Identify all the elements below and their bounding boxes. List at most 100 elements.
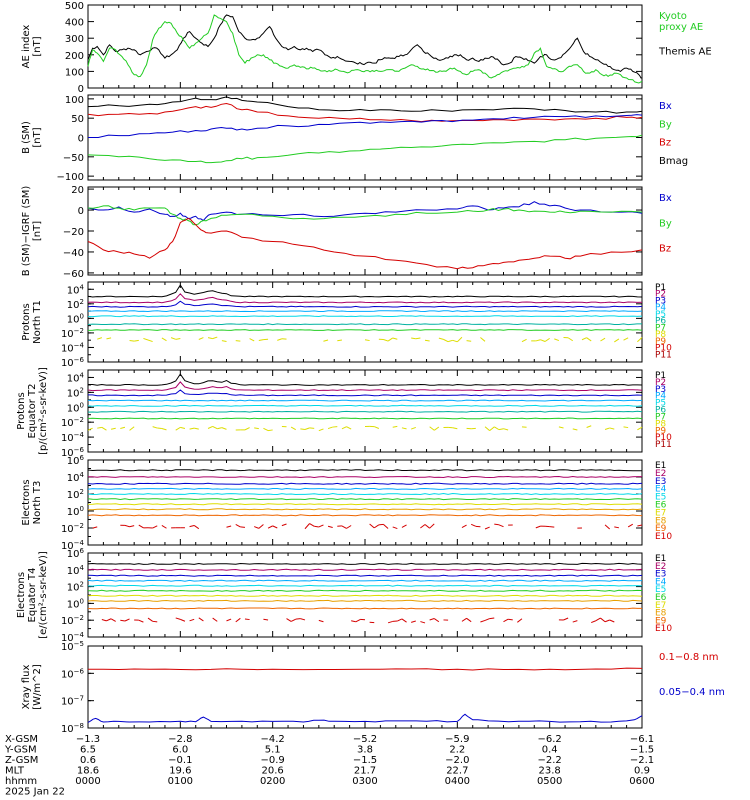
flux-segment xyxy=(87,427,93,431)
flux-segment xyxy=(277,338,283,341)
orbit-value: −6.1 xyxy=(630,734,654,745)
flux-segment xyxy=(535,525,541,529)
flux-level-line xyxy=(87,498,643,501)
y-tick-label: 0 xyxy=(78,134,84,145)
date-label: 2025 Jan 22 xyxy=(5,787,65,798)
y-tick-label: 10−7 xyxy=(61,695,84,708)
flux-segment xyxy=(429,523,435,529)
flux-segment xyxy=(152,620,158,623)
flux-level-line xyxy=(88,508,643,511)
flux-segment xyxy=(609,619,615,623)
flux-segment xyxy=(397,618,403,622)
flux-segment xyxy=(170,337,176,340)
y-axis-label: Protons xyxy=(16,392,27,429)
y-tick-label: 300 xyxy=(65,34,84,45)
flux-segment xyxy=(221,427,227,430)
flux-segment xyxy=(92,526,98,529)
flux-segment xyxy=(383,524,389,529)
legend-entry: P11 xyxy=(655,350,672,360)
flux-segment xyxy=(341,525,347,529)
flux-segment xyxy=(138,524,144,529)
orbit-value: −6.2 xyxy=(538,734,562,745)
flux-segment xyxy=(411,620,416,623)
flux-segment xyxy=(494,523,499,526)
flux-segment xyxy=(466,617,472,623)
flux-segment xyxy=(300,428,306,431)
orbit-value: −2.2 xyxy=(538,755,562,766)
y-axis-label: [nT] xyxy=(32,36,43,56)
flux-segment xyxy=(489,617,495,620)
flux-segment xyxy=(101,426,107,431)
flux-segment xyxy=(637,524,643,527)
flux-segment xyxy=(392,425,398,428)
y-tick-label: −20 xyxy=(63,227,84,238)
y-tick-label: 100 xyxy=(65,67,84,78)
flux-segment xyxy=(327,525,333,529)
flux-segment xyxy=(609,427,615,430)
legend-entry: Bx xyxy=(659,101,672,112)
flux-segment xyxy=(272,525,278,529)
panel-frame xyxy=(87,645,643,729)
flux-level-line xyxy=(87,300,643,308)
orbit-value: 20.6 xyxy=(262,766,284,777)
legend-entry: P10 xyxy=(655,344,672,354)
flux-segment xyxy=(304,523,310,530)
series-line xyxy=(87,134,643,164)
y-tick-label: 104 xyxy=(67,371,85,384)
flux-segment xyxy=(180,618,186,622)
series-line xyxy=(87,14,643,84)
y-tick-label: 100 xyxy=(67,401,84,414)
y-tick-label: 0 xyxy=(78,84,84,95)
flux-level-line xyxy=(87,404,643,407)
flux-segment xyxy=(637,426,643,431)
y-axis-label: [nT] xyxy=(32,221,43,241)
legend-entry: E6 xyxy=(655,593,667,603)
y-tick-label: 100 xyxy=(65,95,84,106)
flux-segment xyxy=(161,524,167,529)
flux-segment xyxy=(147,617,153,622)
legend-entry: P10 xyxy=(655,433,672,443)
legend-entry: E8 xyxy=(655,609,667,619)
legend-entry: P11 xyxy=(655,440,672,450)
legend-entry: P6 xyxy=(655,406,666,416)
orbit-value: −0.9 xyxy=(261,755,285,766)
orbit-row-label: MLT xyxy=(5,766,25,777)
series-line xyxy=(88,114,643,138)
legend-entry: P5 xyxy=(655,310,666,320)
flux-level-line xyxy=(88,389,643,397)
orbit-value: 6.5 xyxy=(80,745,96,756)
legend-entry: By xyxy=(659,218,672,229)
flux-segment xyxy=(392,526,398,530)
flux-segment xyxy=(106,337,112,340)
flux-segment xyxy=(258,524,264,529)
flux-segment xyxy=(235,523,241,528)
flux-segment xyxy=(508,618,513,621)
flux-segment xyxy=(175,338,181,340)
flux-segment xyxy=(586,425,592,428)
legend-entry: P1 xyxy=(655,283,666,293)
flux-segment xyxy=(152,426,158,429)
flux-segment xyxy=(106,618,112,622)
flux-segment xyxy=(420,524,426,529)
flux-segment xyxy=(429,618,435,621)
flux-segment xyxy=(503,428,509,431)
y-tick-label: 104 xyxy=(67,471,85,484)
y-tick-label: 10−2 xyxy=(61,522,84,535)
panel-2: 100 50 0 −50 −100 B (SM) [nT] Bx By Bz Bmag xyxy=(21,94,688,183)
legend-entry: proxy AE xyxy=(659,22,703,33)
flux-level-line xyxy=(87,589,643,592)
legend-entry: E9 xyxy=(655,524,667,534)
flux-segment xyxy=(600,617,606,623)
flux-segment xyxy=(373,524,380,529)
orbit-row-label: Y-GSM xyxy=(4,745,37,756)
legend-entry: E7 xyxy=(655,601,666,611)
legend-entry: E1 xyxy=(655,554,666,564)
flux-segment xyxy=(401,524,407,528)
flux-segment xyxy=(401,427,407,430)
flux-level-line xyxy=(87,584,643,587)
flux-segment xyxy=(364,339,370,342)
flux-segment xyxy=(180,426,186,430)
y-tick-label: 10−6 xyxy=(61,446,85,459)
y-tick-label: 400 xyxy=(65,18,84,29)
orbit-value: 22.7 xyxy=(446,766,468,777)
